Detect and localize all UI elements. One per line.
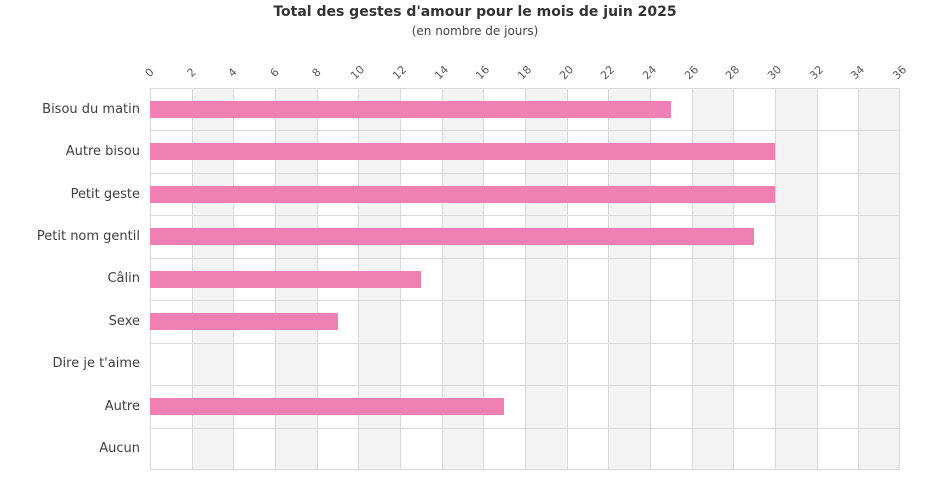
column-stripe — [775, 88, 817, 470]
x-tick-label: 14 — [431, 63, 451, 83]
horizontal-gridline — [150, 130, 900, 132]
bar-petit-geste — [150, 185, 775, 203]
vertical-gridline — [899, 88, 900, 470]
vertical-gridline — [608, 88, 610, 470]
horizontal-gridline — [150, 172, 900, 174]
vertical-gridline — [816, 88, 818, 470]
horizontal-gridline — [150, 385, 900, 387]
vertical-gridline — [775, 88, 776, 470]
vertical-gridline — [858, 88, 860, 470]
x-tick-label: 10 — [348, 63, 368, 83]
bar-bisou-du-matin — [150, 100, 671, 118]
x-tick-label: 22 — [598, 63, 618, 83]
x-tick-label: 30 — [765, 63, 785, 83]
category-label: Autre — [104, 398, 140, 414]
x-tick-label: 0 — [142, 65, 157, 80]
x-tick-label: 16 — [473, 63, 493, 83]
x-tick-label: 32 — [806, 63, 826, 83]
horizontal-gridline — [150, 469, 900, 470]
horizontal-gridline — [150, 300, 900, 302]
bar-autre-bisou — [150, 143, 775, 161]
category-label: Autre bisou — [65, 144, 140, 160]
column-stripe — [817, 88, 859, 470]
category-label: Aucun — [99, 441, 140, 457]
x-tick-label: 8 — [309, 65, 324, 80]
vertical-gridline — [691, 88, 693, 470]
category-label: Petit geste — [70, 186, 140, 202]
vertical-gridline — [566, 88, 568, 470]
vertical-gridline — [525, 88, 526, 470]
category-label: Sexe — [108, 313, 140, 329]
column-stripe — [858, 88, 900, 470]
x-tick-label: 20 — [556, 63, 576, 83]
bar-sexe — [150, 312, 338, 330]
horizontal-gridline — [150, 215, 900, 217]
chart-subtitle: (en nombre de jours) — [411, 24, 539, 38]
bar-c-lin — [150, 270, 421, 288]
x-tick-label: 4 — [225, 65, 241, 80]
bar-autre — [150, 397, 505, 415]
x-tick-label: 2 — [184, 65, 199, 80]
category-label: Câlin — [107, 271, 140, 287]
category-label: Bisou du matin — [42, 101, 140, 117]
horizontal-gridline — [150, 427, 900, 429]
x-tick-label: 36 — [890, 63, 910, 83]
bar-petit-nom-gentil — [150, 228, 755, 246]
vertical-gridline — [483, 88, 485, 470]
chart-title: Total des gestes d'amour pour le mois de… — [273, 4, 677, 20]
horizontal-gridline — [150, 257, 900, 259]
category-label: Petit nom gentil — [36, 229, 140, 245]
x-tick-label: 34 — [848, 63, 868, 83]
plot-area — [150, 88, 900, 470]
x-tick-label: 26 — [681, 63, 701, 83]
x-tick-label: 12 — [390, 63, 410, 83]
horizontal-gridline — [150, 342, 900, 344]
x-tick-label: 24 — [640, 63, 660, 83]
vertical-gridline — [441, 88, 443, 470]
x-tick-label: 28 — [723, 63, 743, 83]
vertical-gridline — [650, 88, 651, 470]
x-tick-label: 6 — [267, 65, 282, 80]
x-tick-label: 18 — [515, 63, 535, 83]
category-label: Dire je t'aime — [52, 356, 140, 372]
vertical-gridline — [733, 88, 735, 470]
horizontal-gridline — [150, 88, 900, 89]
